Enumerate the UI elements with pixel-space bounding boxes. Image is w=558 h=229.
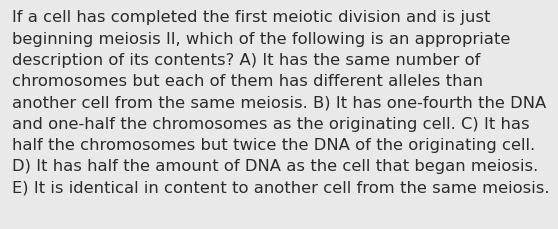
Text: If a cell has completed the first meiotic division and is just
beginning meiosis: If a cell has completed the first meioti… — [12, 10, 550, 194]
